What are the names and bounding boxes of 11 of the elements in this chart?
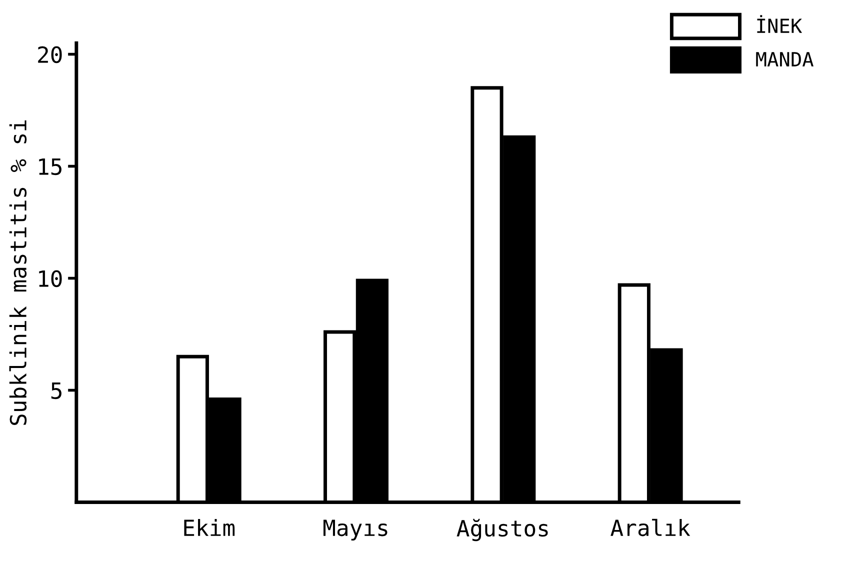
y-tick-label: 10 [39,270,62,288]
legend-label: MANDA [756,52,814,66]
y-tick-label: 20 [38,46,62,64]
x-tick-label: Ağustos [456,518,548,542]
x-tick-label: Ekim [184,519,235,536]
y-tick-label: 5 [51,382,62,400]
x-tick-label: Aralık [610,518,690,536]
legend-label: İNEK [757,15,802,33]
y-tick-label: 15 [39,158,62,176]
x-tick-label: Mayıs [324,520,388,541]
y-axis-title: Subklinik mastitis % si [9,120,27,425]
